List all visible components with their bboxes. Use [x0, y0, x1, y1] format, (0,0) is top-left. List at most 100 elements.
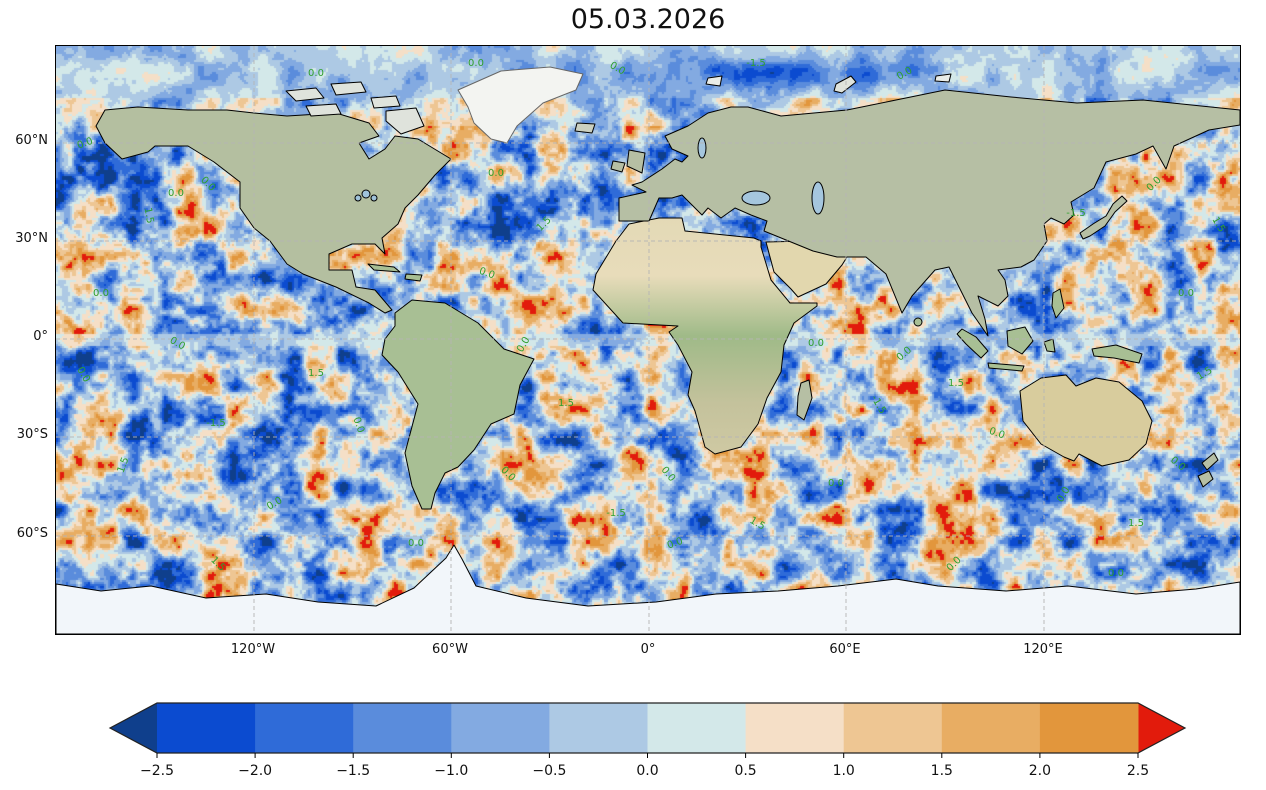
contour-label: 0.0: [945, 555, 964, 574]
island-new-zealand-south: [1197, 470, 1214, 488]
island-novaya-zemlya: [833, 75, 857, 94]
lat-tick-label: 30°S: [16, 427, 48, 442]
plot-title: 05.03.2026: [570, 4, 726, 35]
colorbar-tick-label: −1.0: [434, 763, 468, 779]
lake-great-lakes: [370, 194, 378, 202]
contour-label: 0.0: [478, 266, 497, 282]
colorbar-tick-label: 1.5: [931, 763, 953, 779]
colorbar: −2.5 −2.0 −1.5 −1.0 −0.5 0.0 0.5 1.0 1.5 2.0 2.5: [108, 702, 1187, 779]
lat-tick-label: 30°N: [15, 231, 48, 246]
contour-label: 0.0: [1055, 485, 1072, 504]
island-sumatra: [956, 328, 989, 359]
colorbar-segment: [745, 703, 845, 753]
colorbar-segment: [843, 703, 943, 753]
colorbar-over-cap: [1138, 703, 1185, 753]
islands-canadian-arctic: [305, 103, 342, 117]
colorbar-tick-label: 0.0: [636, 763, 658, 779]
contour-label: 0.0: [1178, 288, 1194, 299]
contour-label: 0.0: [168, 335, 187, 352]
island-svalbard: [705, 75, 723, 87]
lon-tick-label: 60°W: [432, 642, 468, 657]
island-baffin: [385, 107, 425, 135]
contour-label: 0.0: [1145, 175, 1164, 194]
lake-great-lakes: [361, 189, 371, 199]
island-cuba: [367, 263, 401, 273]
lat-tick-label: 60°S: [16, 526, 48, 541]
contour-label: 1.5: [1195, 365, 1214, 382]
colorbar-segment: [157, 703, 256, 753]
gridlines-layer: [56, 46, 1240, 634]
colorbar-segment: [941, 703, 1041, 753]
contour-label: 0.0: [659, 465, 678, 484]
continent-australia: [1019, 374, 1153, 467]
contour-label: 1.5: [1128, 518, 1144, 529]
map-plot-area: 0.0 1.5 0.0 0.0 1.5 0.0 -1.5 0.0 0.0 1.5 0.0 0.0 0.0…: [55, 45, 1241, 635]
colorbar-segment: [255, 703, 354, 753]
continents-layer: [56, 66, 1240, 634]
island-ireland: [610, 160, 626, 173]
colorbar-tick-label: −2.0: [238, 763, 272, 779]
contour-label: 0.0: [308, 68, 324, 79]
island-greenland: [457, 66, 584, 144]
colorbar-segment: [647, 703, 747, 753]
contour-label: 0.0: [498, 465, 517, 484]
lon-tick-label: 120°W: [230, 642, 276, 657]
continent-antarctica: [56, 544, 1240, 634]
colorbar-tick-label: −0.5: [532, 763, 566, 779]
colorbar-tick-label: −2.5: [140, 763, 174, 779]
island-new-guinea: [1091, 344, 1143, 364]
island-new-zealand-north: [1201, 452, 1219, 471]
contour-label: 0.0: [1168, 455, 1187, 474]
contour-label: 1.5: [142, 207, 156, 225]
island-sulawesi: [1043, 338, 1056, 353]
contour-label: 0.0: [198, 175, 217, 194]
contour-label: 0.0: [895, 65, 914, 82]
lon-tick-label: 0°: [640, 642, 656, 657]
lake-caspian-sea: [811, 181, 825, 215]
contour-label: 0.0: [93, 288, 109, 299]
contour-label: 0.0: [895, 345, 914, 364]
contour-label: 1.5: [116, 456, 132, 475]
contour-label: -1.5: [1066, 208, 1086, 219]
lon-tick-label: 60°E: [829, 642, 861, 657]
colorbar-segment: [451, 703, 550, 753]
lon-tick-label: 120°E: [1023, 642, 1063, 657]
colorbar-tick-label: 0.5: [734, 763, 756, 779]
contour-label: -1.5: [606, 508, 626, 519]
island-hispaniola: [404, 273, 423, 282]
contour-label: 1.5: [308, 368, 324, 379]
contour-label: 0.0: [74, 365, 91, 384]
contour-label: -1.5: [746, 58, 766, 69]
map-overlay: 0.0 1.5 0.0 0.0 1.5 0.0 -1.5 0.0 0.0 1.5 0.0 0.0 0.0…: [56, 46, 1240, 634]
island-madagascar: [796, 379, 813, 421]
contour-label: 0.0: [666, 536, 685, 552]
contour-label: 0.0: [828, 478, 844, 489]
contour-label: 0.0: [350, 416, 366, 435]
island-uk: [626, 149, 646, 174]
continent-south-america: [381, 299, 535, 510]
lake-great-lakes: [354, 194, 362, 202]
contour-label: 0.0: [608, 60, 627, 77]
colorbar-tick-label: 2.5: [1127, 763, 1149, 779]
island-java: [987, 362, 1025, 372]
colorbar-segment: [549, 703, 648, 753]
contour-label: 0.0: [408, 538, 424, 549]
island-sri-lanka: [913, 317, 923, 327]
colorbar-tick-label: 1.0: [833, 763, 855, 779]
lat-tick-label: 0°: [33, 329, 48, 344]
island-philippines: [1051, 288, 1065, 319]
contour-label: 1.5: [948, 378, 964, 389]
contour-label: 1.5: [535, 215, 554, 234]
colorbar-tick-label: −1.5: [336, 763, 370, 779]
islands-canadian-arctic: [285, 87, 325, 102]
islands-canadian-arctic: [330, 81, 367, 96]
contour-label: 1.5: [558, 398, 574, 409]
island-iceland: [574, 122, 596, 134]
island-borneo: [1006, 326, 1034, 355]
colorbar-segment: [353, 703, 452, 753]
contour-label: -1.5: [869, 394, 888, 416]
colorbar-segment: [1039, 703, 1139, 753]
contour-label: 1.5: [208, 555, 227, 574]
contour-label: -1.5: [206, 418, 226, 429]
